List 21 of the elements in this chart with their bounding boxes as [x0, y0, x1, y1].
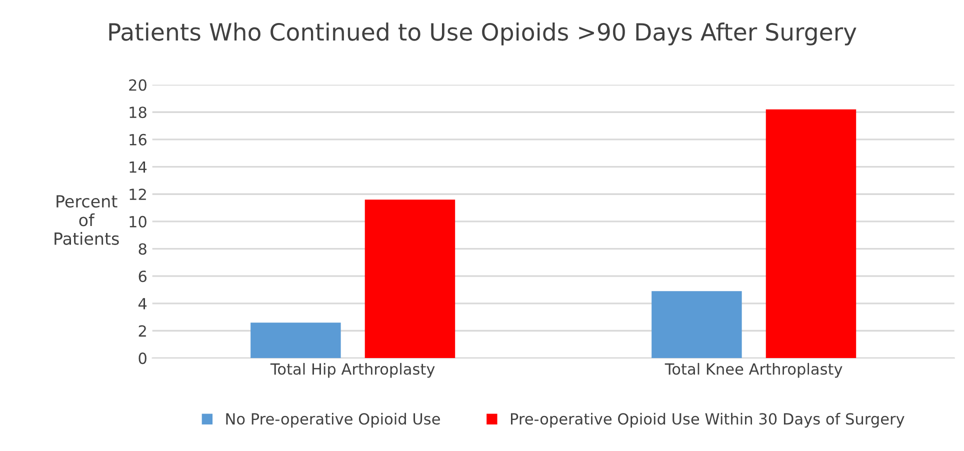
y-tick-label: 14 [130, 161, 147, 173]
y-tick-label: 10 [130, 216, 146, 228]
y-tick-label: 20 [129, 79, 146, 91]
bar [652, 291, 742, 358]
x-tick-label: Total Hip Arthroplasty [270, 362, 435, 378]
y-tick-label: 16 [130, 134, 146, 146]
y-tick-label: 12 [130, 188, 146, 200]
y-tick-label: 0 [138, 352, 146, 364]
bar [250, 322, 341, 358]
y-tick-label: 8 [138, 243, 146, 255]
chart-title: Patients Who Continued to Use Opioids >90 Days After Surgery [109, 22, 856, 46]
x-tick-label: Total Knee Arthroplasty [664, 362, 842, 378]
y-tick-label: 2 [138, 325, 146, 337]
legend-label: No Pre-operative Opioid Use [226, 412, 440, 428]
y-tick-label: 4 [138, 298, 147, 310]
bar [766, 109, 856, 358]
bar [364, 200, 456, 358]
legend-label: Pre-operative Opioid Use Within 30 Days of Surgery [510, 412, 904, 428]
y-tick-label: 18 [130, 106, 146, 118]
y-axis-title: Percent of Patients [54, 195, 119, 245]
y-tick-label: 6 [138, 270, 146, 282]
